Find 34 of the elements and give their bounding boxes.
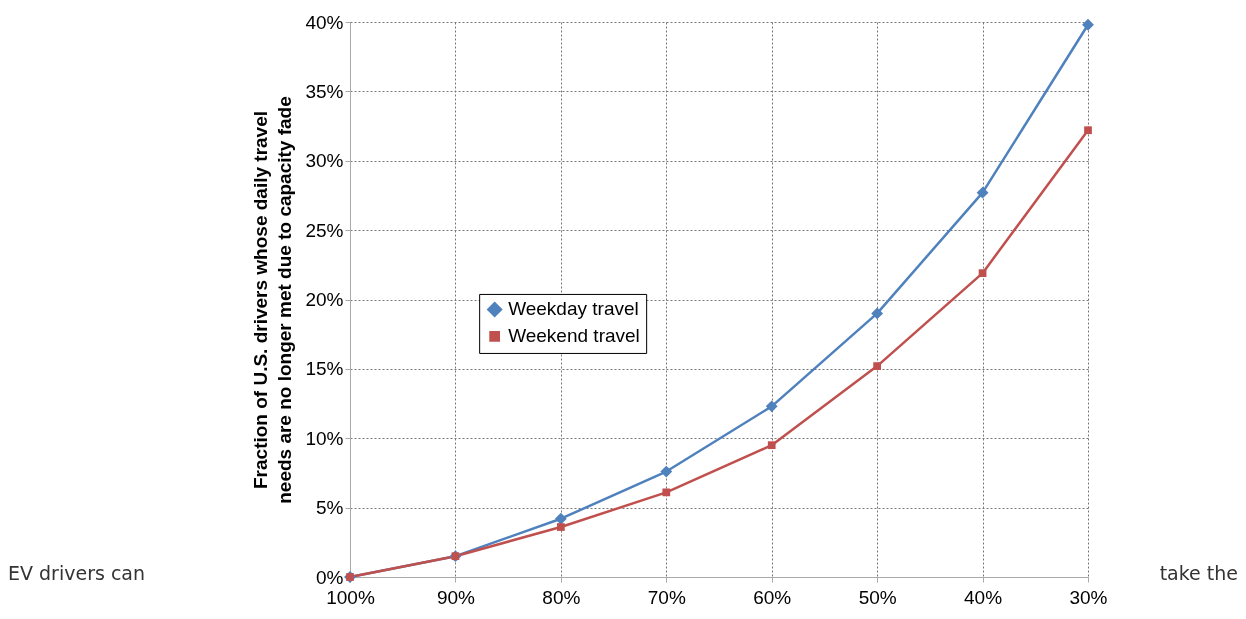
point (554, 512, 567, 525)
point (976, 186, 989, 199)
point (873, 362, 882, 370)
legend-label: Weekday travel (508, 298, 639, 320)
point (1084, 126, 1092, 135)
point (871, 307, 884, 320)
y-tick-label: 30% (305, 150, 344, 172)
y-axis-title: Fraction of U.S. drivers whose daily travel needs are no longer met due to capacity fade (250, 96, 296, 504)
point (978, 269, 987, 278)
y-tick-label: 40% (305, 11, 344, 33)
y-tick-label: 5% (316, 497, 344, 519)
x-tick-label: 100% (326, 586, 375, 608)
x-tick-label: 50% (858, 586, 897, 608)
y-tick-label: 15% (305, 358, 344, 380)
x-tick-label: 90% (436, 586, 476, 608)
point (1082, 18, 1094, 31)
y-tick-label: 0% (316, 566, 344, 588)
x-tick-label: 40% (964, 586, 1003, 608)
point (556, 523, 565, 531)
y-tick-label: 25% (305, 219, 344, 241)
x-tick-label: 60% (753, 586, 792, 608)
x-tick-label: 80% (542, 586, 581, 608)
x-tick-label: 70% (647, 586, 686, 608)
point (660, 465, 673, 478)
point (662, 488, 671, 497)
point (765, 400, 778, 413)
x-tick-label: 30% (1069, 586, 1108, 608)
text: EV drivers can (8, 562, 146, 584)
text: take the (1159, 562, 1238, 584)
y-tick-label: 35% (305, 80, 344, 102)
legend-label: Weekend travel (508, 325, 640, 347)
y-tick-label: 20% (305, 289, 344, 310)
point (767, 441, 776, 450)
y-tick-label: 10% (305, 427, 344, 449)
